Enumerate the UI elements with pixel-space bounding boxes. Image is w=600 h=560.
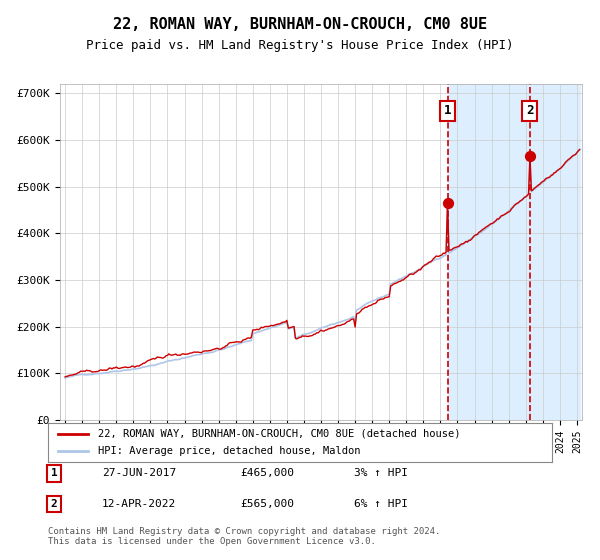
Text: 12-APR-2022: 12-APR-2022 [102, 499, 176, 509]
Text: 22, ROMAN WAY, BURNHAM-ON-CROUCH, CM0 8UE: 22, ROMAN WAY, BURNHAM-ON-CROUCH, CM0 8U… [113, 17, 487, 32]
Text: 27-JUN-2017: 27-JUN-2017 [102, 468, 176, 478]
Text: 2: 2 [50, 499, 58, 509]
Text: Price paid vs. HM Land Registry's House Price Index (HPI): Price paid vs. HM Land Registry's House … [86, 39, 514, 52]
Text: 6% ↑ HPI: 6% ↑ HPI [354, 499, 408, 509]
Point [525, 152, 535, 161]
Text: £465,000: £465,000 [240, 468, 294, 478]
Text: 1: 1 [50, 468, 58, 478]
Text: Contains HM Land Registry data © Crown copyright and database right 2024.
This d: Contains HM Land Registry data © Crown c… [48, 526, 440, 546]
Text: 22, ROMAN WAY, BURNHAM-ON-CROUCH, CM0 8UE (detached house): 22, ROMAN WAY, BURNHAM-ON-CROUCH, CM0 8U… [98, 429, 461, 439]
Point [443, 199, 452, 208]
Text: 2: 2 [526, 104, 534, 118]
Bar [448, 84, 580, 420]
Text: HPI: Average price, detached house, Maldon: HPI: Average price, detached house, Mald… [98, 446, 361, 456]
Text: £565,000: £565,000 [240, 499, 294, 509]
Text: 1: 1 [444, 104, 451, 118]
Text: 3% ↑ HPI: 3% ↑ HPI [354, 468, 408, 478]
